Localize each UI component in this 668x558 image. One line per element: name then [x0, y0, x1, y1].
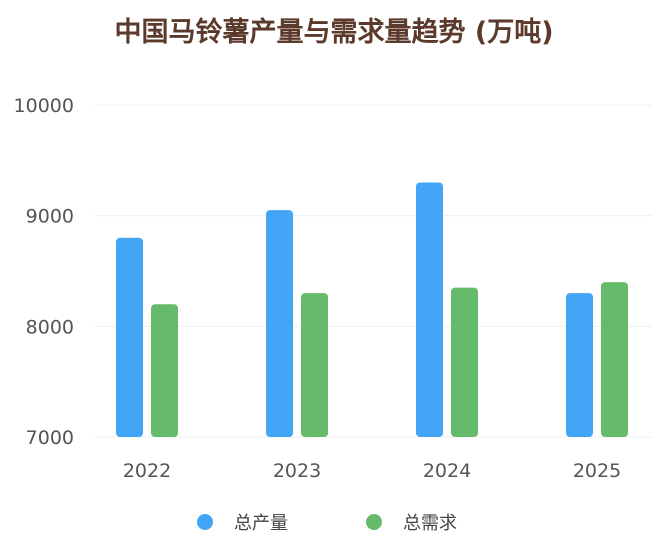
y-tick-label: 9000 [26, 206, 74, 228]
y-tick-label: 10000 [14, 95, 74, 117]
y-tick-label: 7000 [26, 427, 74, 449]
x-tick-label: 2023 [273, 460, 321, 482]
bar-总产量-2023 [266, 210, 293, 437]
bar-总产量-2022 [116, 237, 143, 437]
bar-总需求-2024 [451, 287, 478, 437]
bar-总需求-2025 [601, 282, 628, 437]
y-tick-label: 8000 [26, 316, 74, 338]
legend-label[interactable]: 总需求 [403, 513, 457, 534]
bar-总产量-2024 [416, 182, 443, 437]
bar-总产量-2025 [566, 293, 593, 437]
legend-label[interactable]: 总产量 [234, 513, 288, 534]
legend-marker[interactable] [197, 514, 213, 530]
bar-总需求-2023 [301, 293, 328, 437]
legend-marker[interactable] [366, 514, 382, 530]
bar-总需求-2022 [151, 304, 178, 437]
chart-title: 中国马铃薯产量与需求量趋势 (万吨) [114, 17, 554, 48]
x-tick-label: 2025 [573, 460, 621, 482]
x-tick-label: 2024 [423, 460, 471, 482]
x-tick-label: 2022 [123, 460, 171, 482]
